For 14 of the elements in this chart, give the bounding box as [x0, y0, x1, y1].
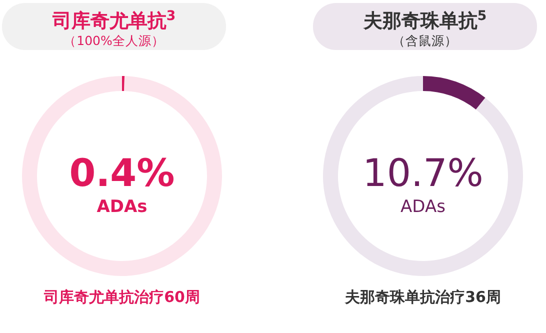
chart-title: 司库奇尤单抗$^{3}$ — [51, 8, 176, 32]
donut-slice — [122, 76, 125, 92]
chart-subtitle: （含鼠源） — [392, 33, 458, 48]
donut-slice — [323, 76, 523, 276]
data-label: 10.7% — [362, 151, 484, 195]
donut-slice — [22, 76, 222, 276]
slice-label: ADAs — [400, 197, 446, 217]
donut-slice — [423, 76, 486, 110]
slice-label: ADAs — [96, 197, 148, 217]
data-label: 0.4% — [69, 151, 175, 195]
chart-subtitle: （100%全人源） — [64, 33, 164, 48]
text: 夫那奇珠单抗治疗36周 — [344, 288, 501, 306]
text: 司库奇尤单抗治疗60周 — [43, 288, 200, 306]
chart-title: 夫那奇珠单抗$^{5}$ — [362, 8, 487, 32]
